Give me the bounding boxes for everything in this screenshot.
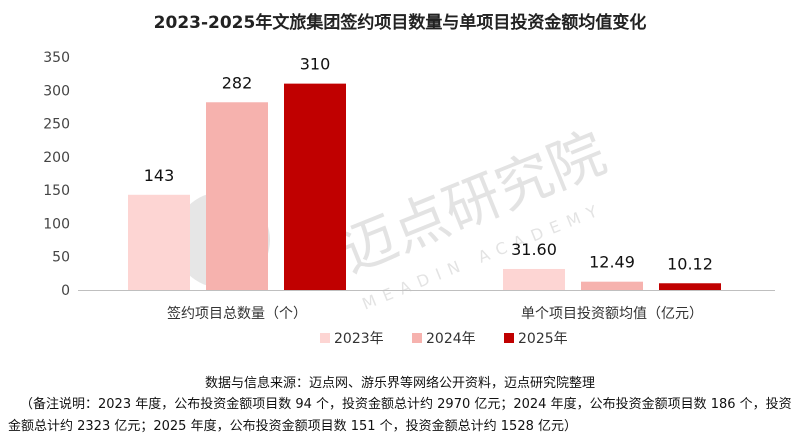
x-category-label: 签约项目总数量（个） <box>167 305 307 322</box>
y-tick-label: 50 <box>52 250 70 266</box>
bar <box>581 281 643 290</box>
bar <box>206 102 268 290</box>
data-label: 282 <box>222 73 253 92</box>
y-tick-label: 100 <box>43 216 70 232</box>
y-tick-label: 0 <box>61 283 70 299</box>
data-label: 143 <box>144 166 175 185</box>
legend-label: 2025年 <box>518 331 568 347</box>
legend-swatch <box>412 333 422 343</box>
data-label: 10.12 <box>667 254 713 273</box>
y-tick-label: 200 <box>43 150 70 166</box>
y-tick-label: 300 <box>43 83 70 99</box>
y-tick-label: 250 <box>43 117 70 133</box>
y-tick-label: 150 <box>43 183 70 199</box>
axes: 0 50 100 150 200 250 300 350 签约项目总数量（个） 单个项目投资额均值… <box>43 50 775 322</box>
bar-chart: 迈点研究院 MEADIN ACADEMY 0501001502002503003… <box>43 50 775 347</box>
legend-swatch <box>504 333 514 343</box>
bar <box>128 194 190 290</box>
chart-title: 2023-2025年文旅集团签约项目数量与单项目投资金额均值变化 <box>153 13 647 33</box>
bar <box>503 268 565 290</box>
data-source: 数据与信息来源：迈点网、游乐界等网络公开资料，迈点研究院整理 <box>204 376 595 391</box>
legend: 2023年 2024年 2025年 <box>320 331 568 347</box>
data-label: 31.60 <box>511 240 557 259</box>
legend-label: 2023年 <box>334 331 384 347</box>
footnote: （备注说明：2023 年度，公布投资金额项目数 94 个，投资金额总计约 297… <box>8 397 792 434</box>
bar <box>659 283 721 290</box>
legend-label: 2024年 <box>426 331 476 347</box>
data-label: 310 <box>300 55 331 74</box>
bar <box>284 83 346 290</box>
data-label: 12.49 <box>589 253 635 272</box>
bars: 143 282 310 31.60 12.49 10.12 <box>128 55 721 290</box>
x-category-label: 单个项目投资额均值（亿元） <box>521 306 703 322</box>
y-tick-label: 350 <box>43 50 70 66</box>
legend-swatch <box>320 333 330 343</box>
